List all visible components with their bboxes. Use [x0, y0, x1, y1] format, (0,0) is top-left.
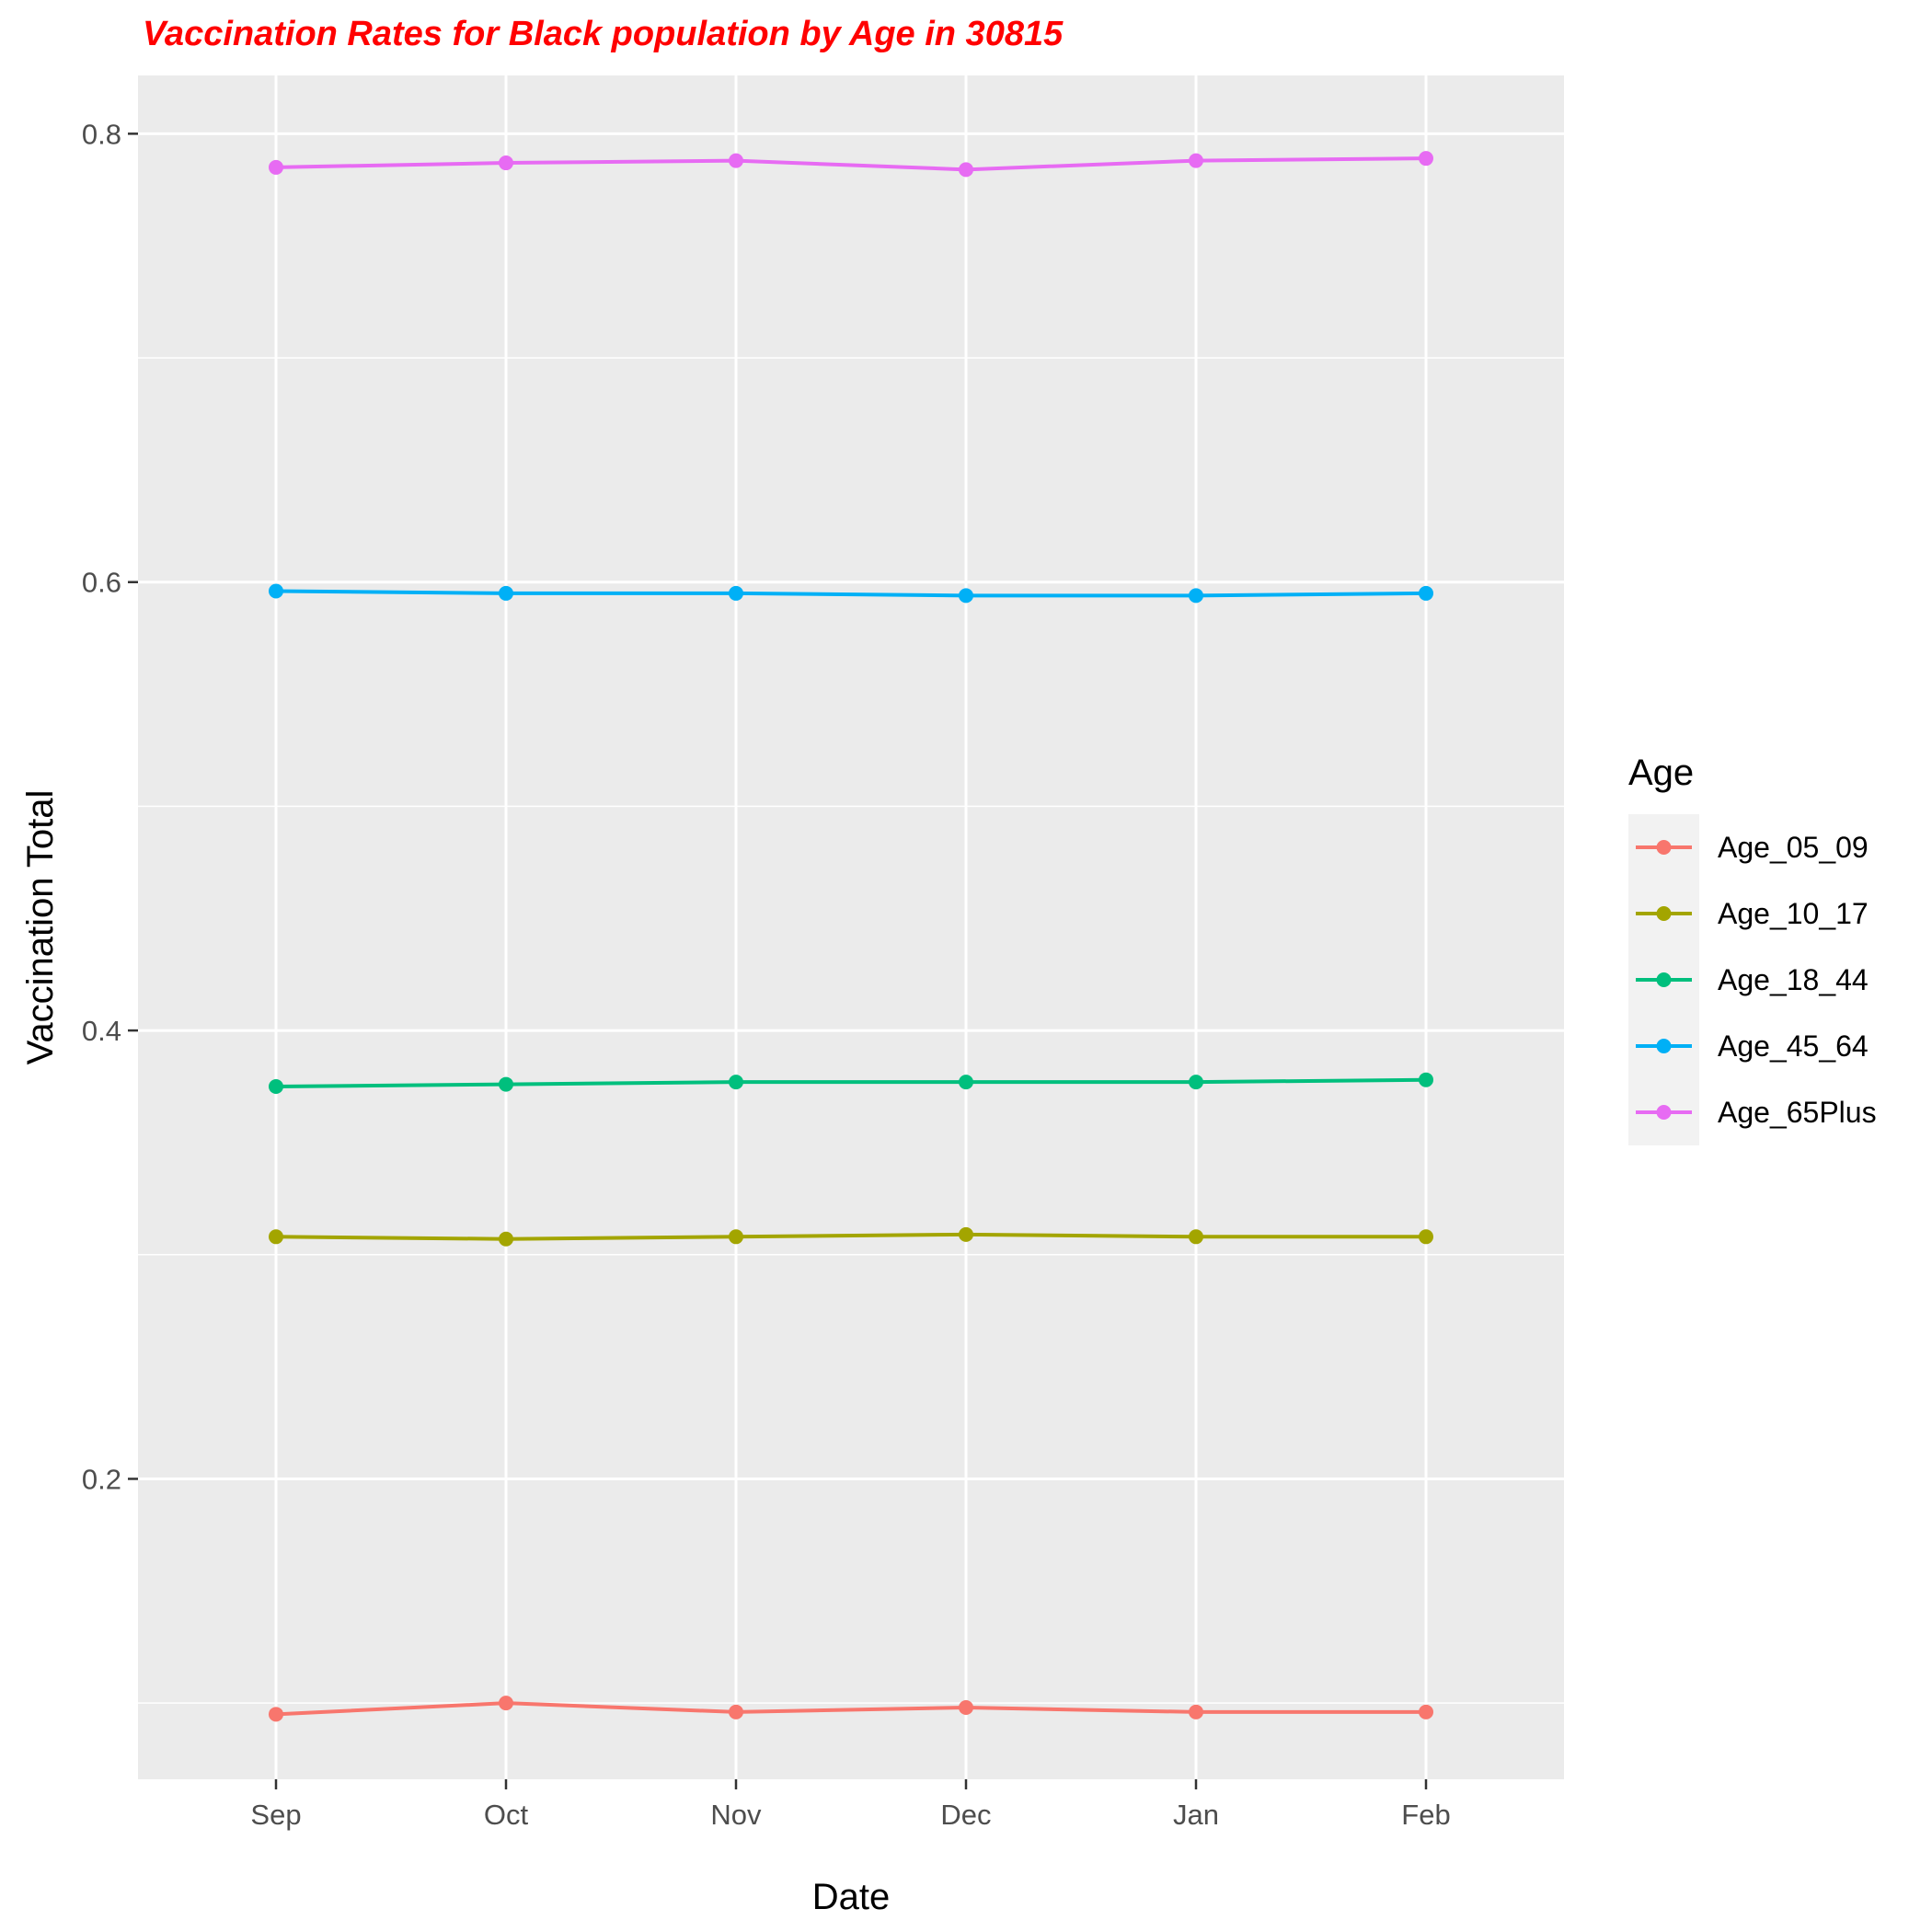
- y-axis: 0.2 0.4 0.6 0.8: [82, 118, 138, 1495]
- legend-title: Age: [1628, 753, 1694, 793]
- plot-panel: [138, 75, 1564, 1779]
- y-tick-label: 0.8: [82, 118, 121, 150]
- data-point-age-18-44: [269, 1079, 283, 1095]
- series-line-age-45-64: [275, 589, 1427, 598]
- legend-key-point: [1656, 840, 1672, 855]
- series-line-age-18-44: [275, 1077, 1427, 1089]
- data-point-age-10-17: [1419, 1229, 1433, 1245]
- series-line-age-10-17: [275, 1232, 1426, 1241]
- series-layer: [269, 151, 1433, 1722]
- legend-item-age-45-64: Age_45_64: [1636, 1029, 1869, 1063]
- data-point-age-10-17: [729, 1229, 743, 1245]
- series-age-65plus: [269, 151, 1433, 178]
- minor-gridlines: [138, 357, 1564, 1704]
- data-point-age-18-44: [499, 1076, 513, 1092]
- x-axis-title: Date: [812, 1877, 891, 1917]
- data-point-age-18-44: [959, 1075, 973, 1090]
- x-tick-label: Feb: [1401, 1799, 1450, 1831]
- series-age-10-17: [269, 1226, 1433, 1247]
- data-point-age-18-44: [729, 1075, 743, 1090]
- data-point-age-45-64: [729, 585, 743, 601]
- legend-item-age-05-09: Age_05_09: [1636, 831, 1869, 864]
- data-point-age-45-64: [1419, 585, 1433, 601]
- legend: Age Age_05_09 Age_10_17 Age_18_44 Age_45_64…: [1628, 753, 1877, 1145]
- legend-label: Age_05_09: [1718, 831, 1869, 864]
- legend-label: Age_10_17: [1718, 897, 1869, 930]
- data-point-age-65plus: [1419, 151, 1433, 167]
- data-point-age-65plus: [1189, 153, 1203, 168]
- data-point-age-45-64: [959, 588, 973, 604]
- legend-label: Age_18_44: [1718, 963, 1869, 996]
- data-point-age-05-09: [1189, 1704, 1203, 1719]
- data-point-age-05-09: [959, 1700, 973, 1716]
- data-point-age-65plus: [959, 162, 973, 178]
- data-point-age-65plus: [269, 159, 283, 175]
- legend-item-age-18-44: Age_18_44: [1636, 963, 1869, 996]
- series-age-18-44: [269, 1072, 1433, 1095]
- legend-label: Age_45_64: [1718, 1029, 1869, 1063]
- data-point-age-18-44: [1419, 1072, 1433, 1087]
- data-point-age-65plus: [499, 155, 513, 171]
- data-point-age-10-17: [499, 1231, 513, 1247]
- y-tick-label: 0.2: [82, 1463, 121, 1495]
- legend-key-point: [1656, 1105, 1672, 1120]
- series-line-age-05-09: [275, 1701, 1426, 1717]
- x-axis: Sep Oct Nov Dec Jan Feb: [250, 1779, 1451, 1831]
- legend-item-age-65plus: Age_65Plus: [1636, 1096, 1877, 1129]
- y-tick-label: 0.4: [82, 1015, 121, 1047]
- y-tick-label: 0.6: [82, 567, 121, 599]
- data-point-age-10-17: [959, 1226, 973, 1242]
- data-point-age-05-09: [269, 1707, 283, 1722]
- legend-key-point: [1656, 972, 1672, 987]
- x-tick-label: Nov: [710, 1799, 762, 1831]
- legend-items: Age_05_09 Age_10_17 Age_18_44 Age_45_64 Age_…: [1628, 814, 1877, 1145]
- x-tick-label: Dec: [940, 1799, 991, 1831]
- series-line-age-65plus: [275, 156, 1427, 172]
- data-point-age-45-64: [269, 583, 283, 599]
- x-tick-label: Jan: [1173, 1799, 1219, 1831]
- series-age-05-09: [269, 1696, 1433, 1722]
- x-tick-label: Oct: [484, 1799, 529, 1831]
- data-point-age-65plus: [729, 153, 743, 168]
- data-point-age-10-17: [269, 1229, 283, 1245]
- x-tick-label: Sep: [250, 1799, 301, 1831]
- data-point-age-05-09: [1419, 1704, 1433, 1719]
- data-point-age-05-09: [729, 1704, 743, 1719]
- data-point-age-05-09: [499, 1696, 513, 1711]
- legend-label: Age_65Plus: [1718, 1096, 1877, 1129]
- legend-key-point: [1656, 1039, 1672, 1053]
- series-age-45-64: [269, 583, 1433, 604]
- y-axis-title: Vaccination Total: [20, 790, 61, 1065]
- data-point-age-18-44: [1189, 1075, 1203, 1090]
- major-gridlines: [138, 75, 1564, 1779]
- data-point-age-45-64: [1189, 588, 1203, 604]
- data-point-age-45-64: [499, 585, 513, 601]
- data-point-age-10-17: [1189, 1229, 1203, 1245]
- legend-key-point: [1656, 906, 1672, 921]
- legend-item-age-10-17: Age_10_17: [1636, 897, 1869, 930]
- chart-title: Vaccination Rates for Black population b…: [143, 15, 1064, 53]
